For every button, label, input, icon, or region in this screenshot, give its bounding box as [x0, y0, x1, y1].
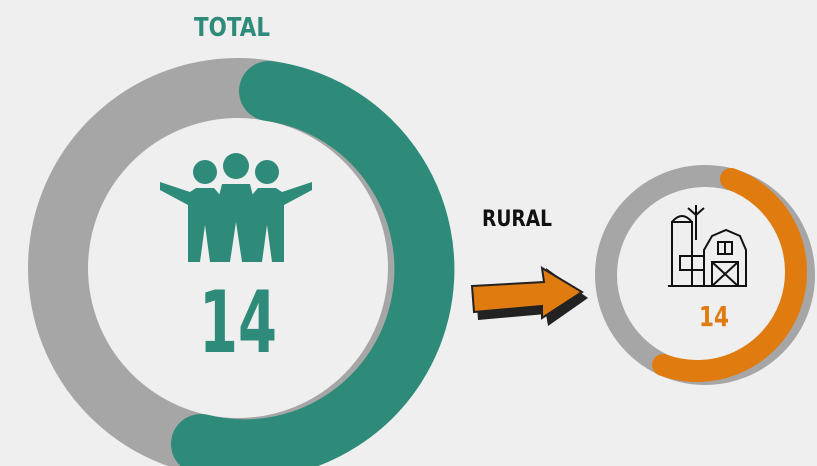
barn-icon — [668, 205, 747, 287]
rural-label: RURAL — [482, 207, 552, 232]
arrow — [470, 266, 588, 326]
rural-value: 14 — [699, 300, 729, 333]
total-label: TOTAL — [194, 13, 270, 43]
total-value: 14 — [199, 273, 277, 373]
total-arc — [171, 61, 455, 466]
people-icon — [160, 153, 312, 262]
rural-arc — [652, 168, 807, 382]
